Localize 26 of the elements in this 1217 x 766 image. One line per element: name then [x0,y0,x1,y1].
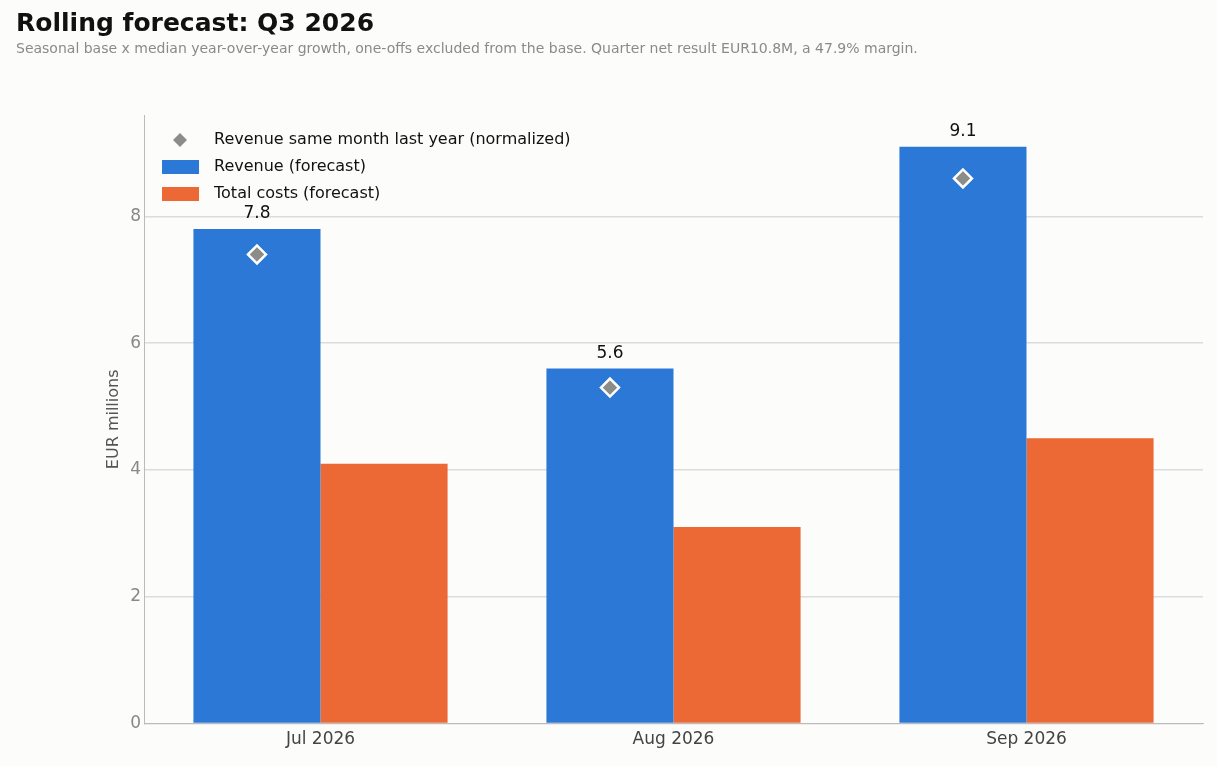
y-tick-label: 8 [130,204,142,225]
y-tick-label: 4 [130,458,142,479]
legend-label: Revenue (forecast) [214,156,366,176]
y-tick-label: 6 [130,331,142,352]
data-label: 5.6 [596,341,624,362]
bar [546,368,674,723]
point [599,377,621,398]
point [246,244,268,265]
legend-label: Total costs (forecast) [213,183,381,203]
legend-label: Revenue same month last year (normalized) [214,129,571,149]
data-label: 9.1 [949,119,977,140]
y-tick-label: 2 [130,585,142,606]
bar [673,527,801,723]
data-label: 7.8 [243,202,271,223]
chart-title: Rolling forecast: Q3 2026 [16,8,375,37]
y-tick-label: 0 [130,712,142,733]
chart-subtitle: Seasonal base x median year-over-year growth, one-offs excluded from the base. Quarter net result EUR10.8M, a 47.9% margin. [16,40,918,56]
bar [193,229,321,723]
point [952,168,974,189]
y-axis-title: EUR millions [102,369,122,470]
x-tick-label: Aug 2026 [632,728,715,749]
x-tick-label: Jul 2026 [284,728,356,749]
bar [1026,438,1154,723]
bar [899,146,1027,723]
bar [320,463,448,723]
x-tick-label: Sep 2026 [986,728,1067,749]
